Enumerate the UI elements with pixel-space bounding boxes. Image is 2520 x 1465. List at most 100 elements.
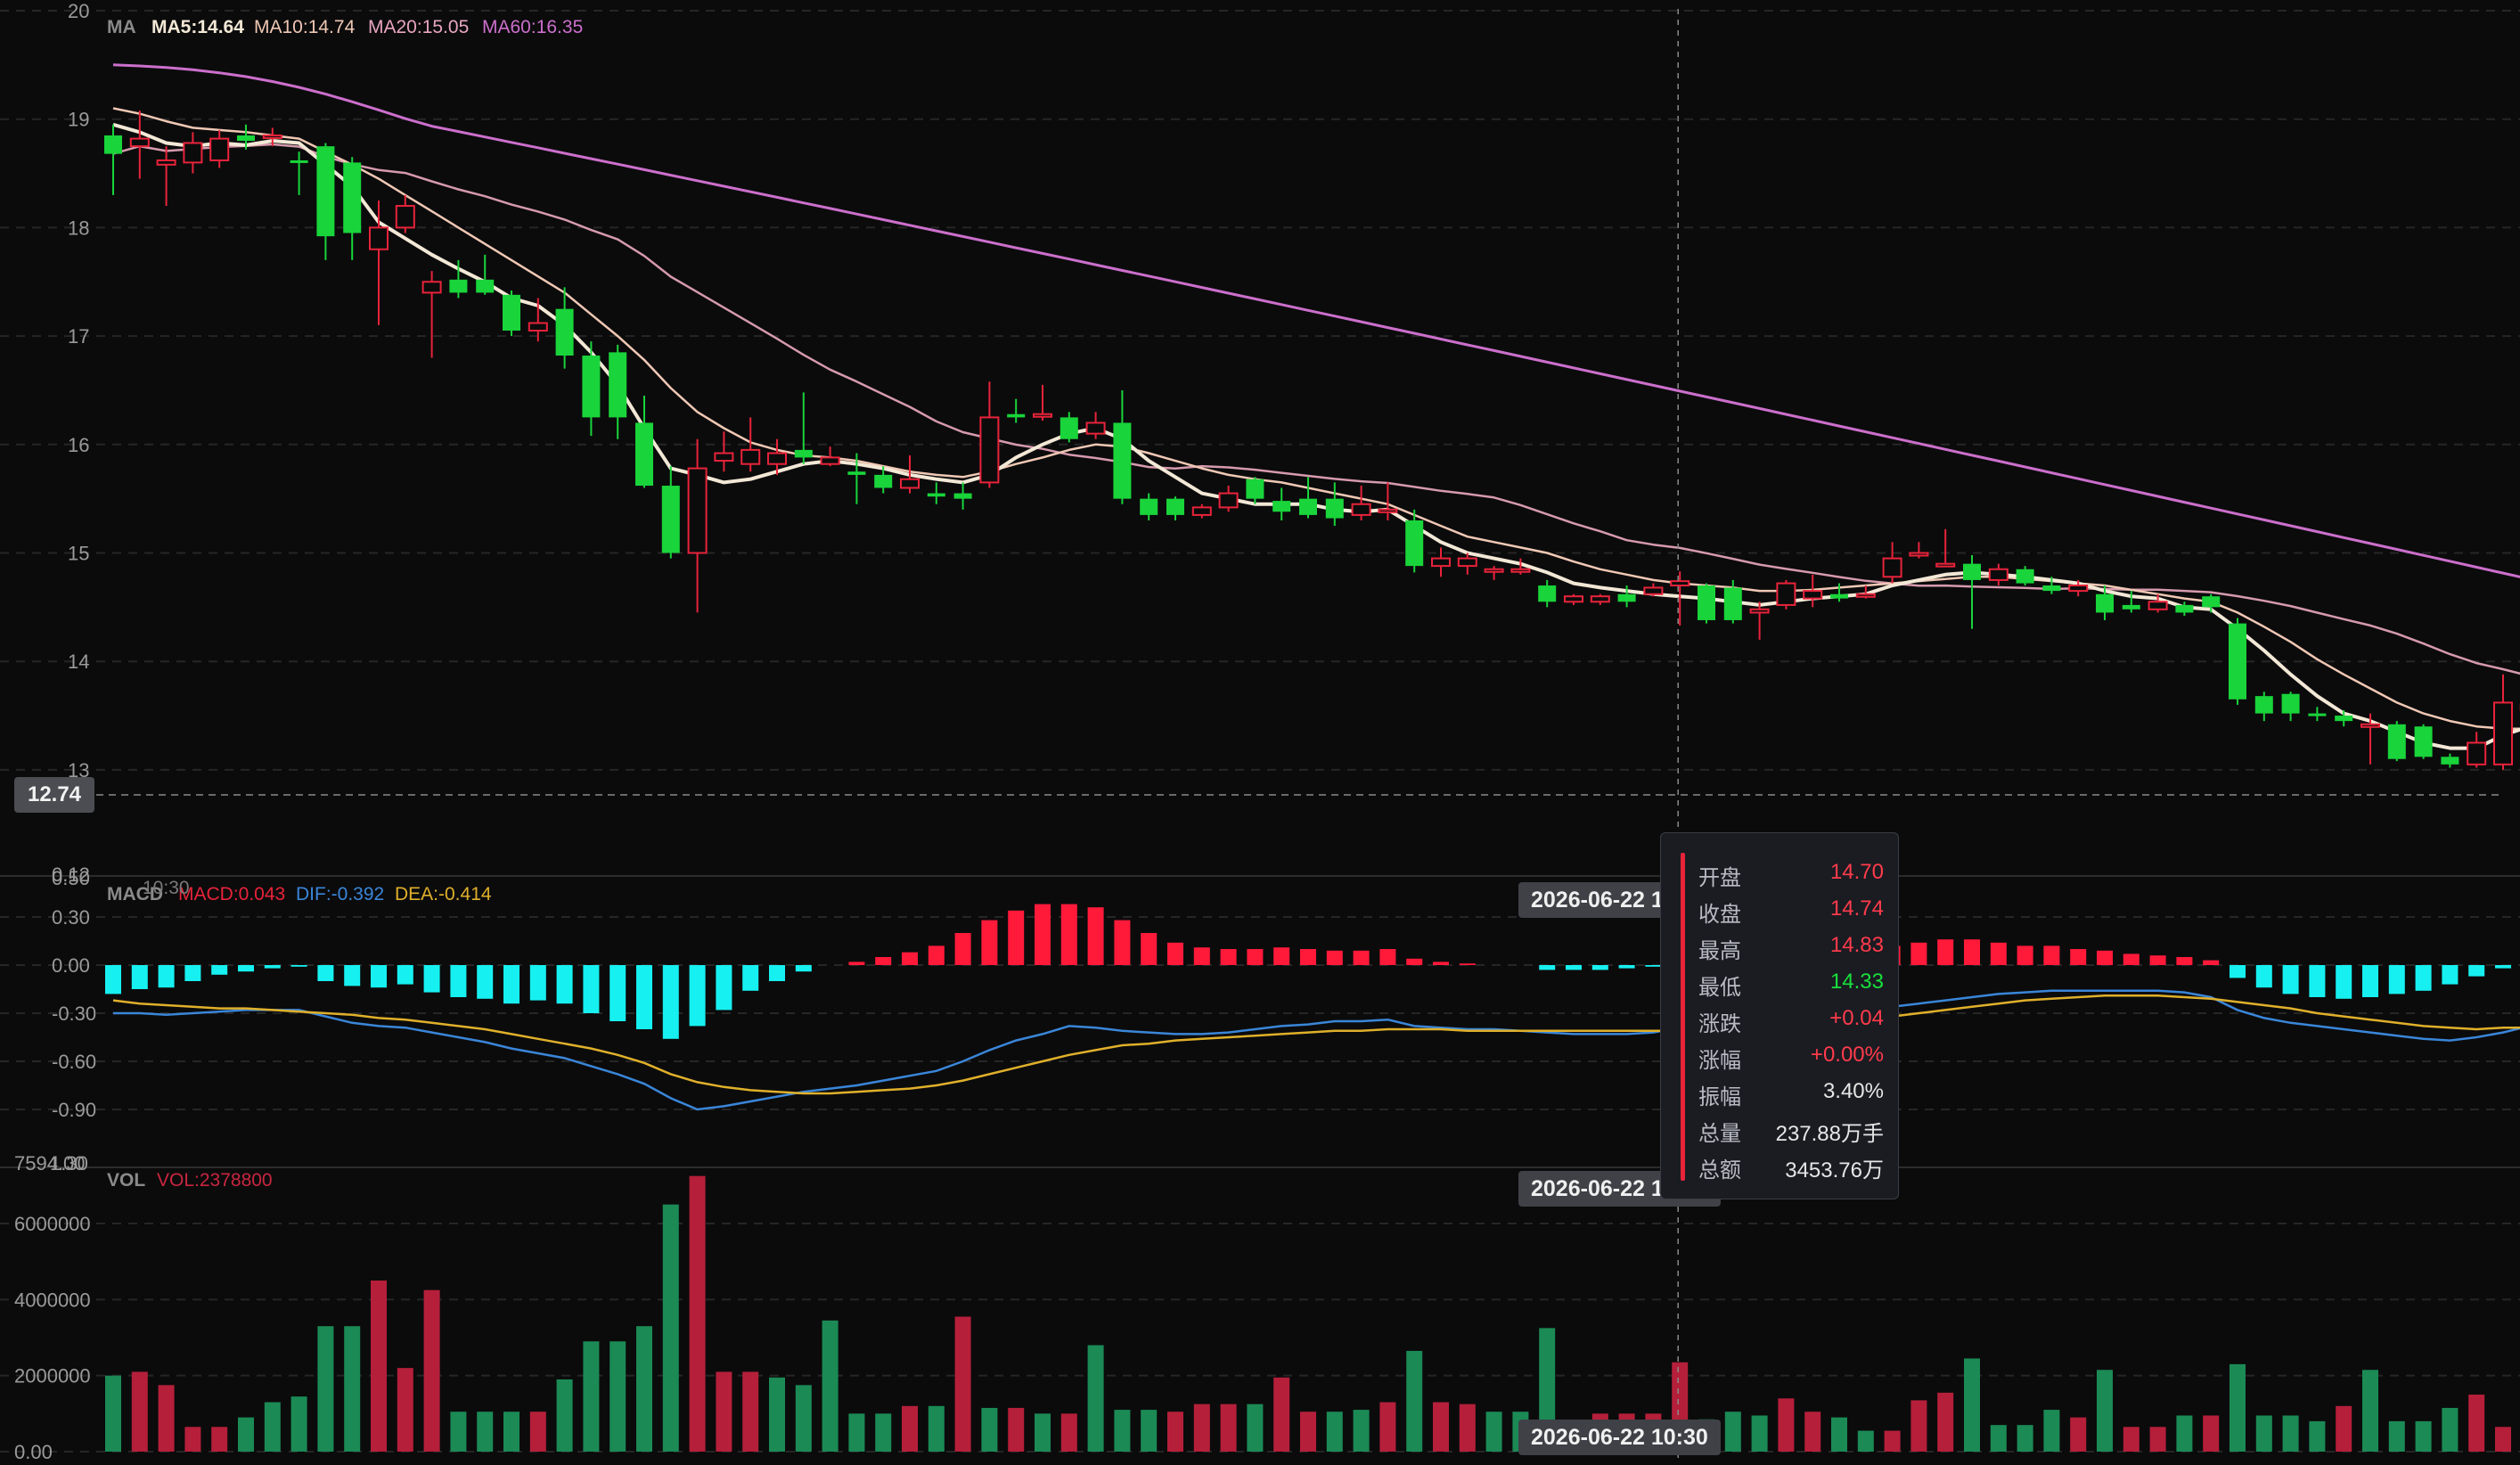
candle-body xyxy=(2016,569,2034,584)
candle-body xyxy=(1855,593,1876,598)
candle-body xyxy=(979,416,1000,484)
ma20-line xyxy=(112,143,2520,675)
volume-bar xyxy=(1273,1377,1290,1452)
volume-bar xyxy=(290,1396,307,1452)
candle-body xyxy=(2068,585,2089,593)
candle-body xyxy=(1698,585,1715,620)
macd-bar xyxy=(556,965,573,1004)
candle-body xyxy=(1670,580,1690,587)
price-tick-label: 18 xyxy=(68,217,89,239)
macd-bar xyxy=(1300,949,1316,965)
candle-body xyxy=(2229,623,2246,700)
candle-body xyxy=(582,356,601,418)
volume-bar xyxy=(1008,1407,1025,1452)
macd-histogram xyxy=(105,904,2511,1039)
candle-body xyxy=(1140,498,1158,515)
candle-body xyxy=(1405,520,1424,567)
macd-bar xyxy=(1008,910,1025,965)
candle-body xyxy=(290,160,308,163)
macd-value-legend: MACD:0.043 xyxy=(178,884,285,904)
macd-bar xyxy=(211,965,228,975)
candle-body xyxy=(2175,604,2194,613)
macd-bar xyxy=(610,965,626,1021)
macd-bar xyxy=(2123,953,2140,965)
volume-bar xyxy=(1831,1417,1847,1452)
volume-bar xyxy=(1406,1350,1423,1452)
macd-bar xyxy=(529,965,546,1001)
macd-bar xyxy=(1035,904,1051,965)
volume-bar xyxy=(2336,1405,2352,1452)
y-axis-labels: 20191817161514130.300.00-0.30-0.60-0.900… xyxy=(14,0,96,1463)
ma20-legend: MA20:15.05 xyxy=(368,17,469,37)
macd-bar xyxy=(1591,965,1608,970)
candle-body xyxy=(2281,693,2300,714)
candlestick-series xyxy=(104,110,2520,770)
macd-bar xyxy=(1539,965,1556,970)
volume-bar xyxy=(2070,1417,2087,1452)
volume-bar xyxy=(1804,1412,1821,1452)
macd-bar xyxy=(1964,939,1980,965)
macd-bar xyxy=(477,965,494,999)
candle-body xyxy=(104,135,122,154)
candle-body xyxy=(262,134,282,139)
volume-bar xyxy=(317,1326,334,1452)
tooltip-row-amount: 总额 3453.76万 xyxy=(1698,1158,1884,1183)
tooltip-row-high: 最高 14.83 xyxy=(1698,933,1884,963)
macd-bar xyxy=(2097,950,2113,965)
tooltip-accent-bar xyxy=(1681,853,1685,1181)
volume-bar xyxy=(636,1326,652,1452)
macd-bar xyxy=(636,965,652,1029)
volume-bar xyxy=(371,1281,387,1452)
volume-bar xyxy=(875,1413,892,1452)
candle-body xyxy=(2467,741,2487,765)
vol-top-label: 1.30 xyxy=(50,1152,88,1174)
macd-bar xyxy=(875,957,892,965)
volume-bar xyxy=(1433,1402,1449,1452)
volume-bar xyxy=(1778,1398,1795,1452)
moving-average-lines xyxy=(112,63,2520,750)
price-tick-label: 20 xyxy=(68,0,89,22)
candle-body xyxy=(503,294,520,331)
candle-body xyxy=(1776,582,1796,606)
candle-body xyxy=(343,162,362,233)
volume-bar xyxy=(2149,1427,2166,1452)
candle-body xyxy=(953,493,972,499)
volume-bar xyxy=(2309,1420,2326,1452)
candle-body xyxy=(237,135,255,142)
volume-bar xyxy=(1937,1392,1954,1452)
volume-bar xyxy=(2282,1415,2299,1452)
candle-body xyxy=(528,322,548,332)
volume-bar xyxy=(529,1412,546,1452)
volume-bar xyxy=(2468,1395,2485,1452)
volume-bar xyxy=(1964,1358,1980,1452)
candle-body xyxy=(209,137,230,161)
candle-body xyxy=(1510,568,1531,573)
macd-bar xyxy=(2468,965,2485,977)
macd-bar xyxy=(2388,965,2405,994)
macd-tick-label: -0.90 xyxy=(52,1099,96,1121)
volume-bar xyxy=(1353,1410,1370,1452)
macd-bar xyxy=(450,965,467,997)
candle-body xyxy=(1723,587,1742,620)
volume-bar xyxy=(795,1385,812,1452)
candle-body xyxy=(1378,508,1398,513)
candle-body xyxy=(156,159,176,166)
candle-body xyxy=(2308,713,2327,716)
candle-body xyxy=(2122,604,2140,610)
candle-body xyxy=(2335,716,2353,722)
macd-bar xyxy=(317,965,334,981)
macd-bar xyxy=(1990,942,2007,965)
candle-body xyxy=(2202,596,2221,608)
volume-bar xyxy=(2176,1415,2193,1452)
candle-body xyxy=(1218,492,1239,509)
volume-bar xyxy=(1035,1413,1051,1452)
volume-bar xyxy=(2415,1420,2432,1452)
macd-bar xyxy=(397,965,413,985)
candle-body xyxy=(1351,503,1371,516)
volume-bar xyxy=(716,1371,732,1452)
candle-body xyxy=(395,205,415,229)
macd-bar xyxy=(1247,949,1264,965)
volume-bar xyxy=(822,1320,839,1452)
candle-body xyxy=(767,452,787,465)
